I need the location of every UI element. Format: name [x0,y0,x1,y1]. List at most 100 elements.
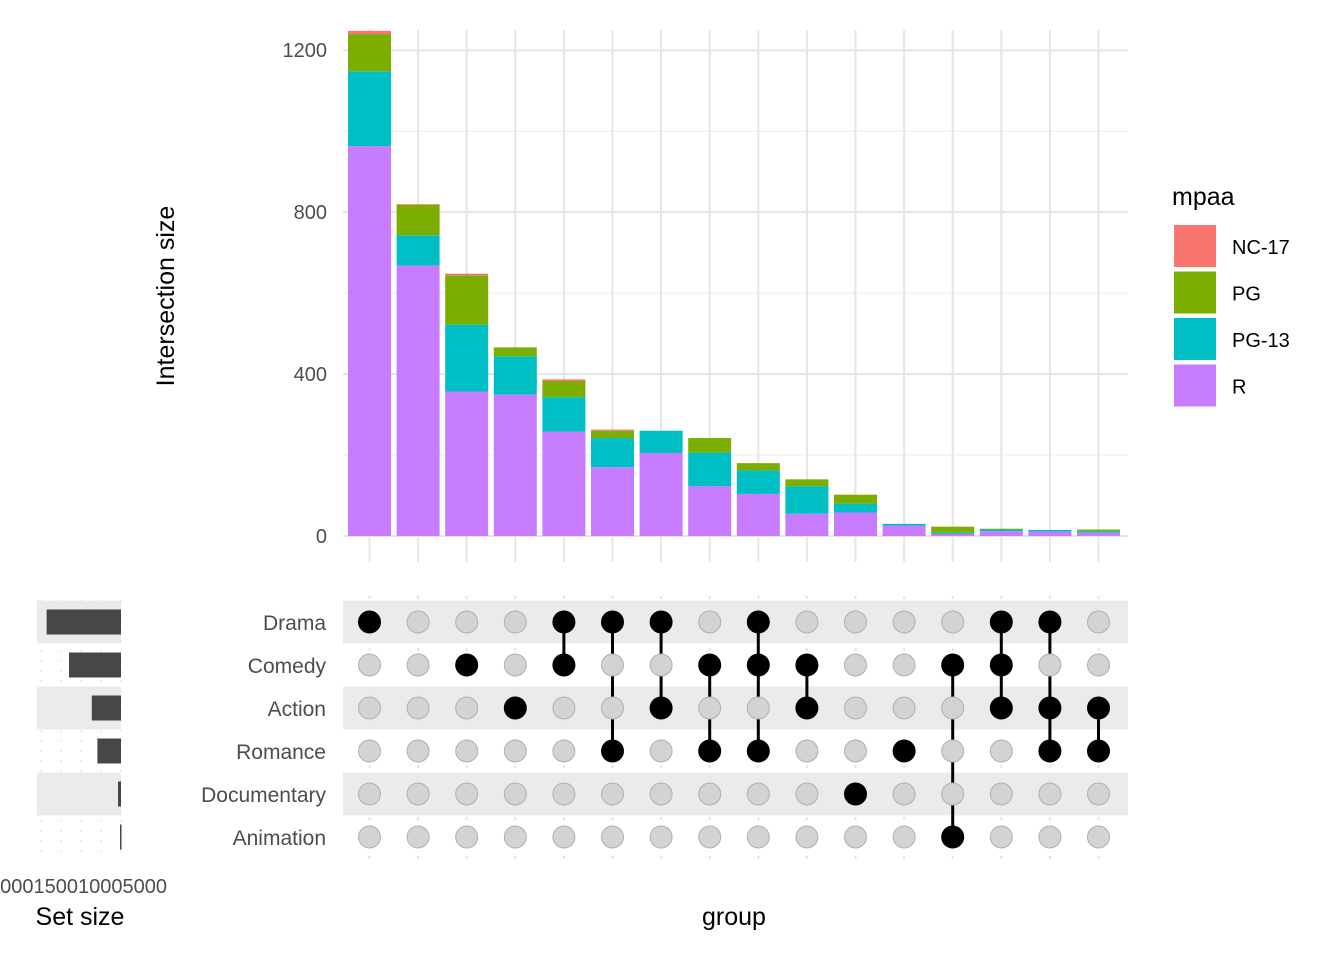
set-size-bar [91,695,121,721]
y-tick-label: 800 [294,202,327,224]
bar-segment-pg-13 [591,438,634,468]
matrix-dot-filled [649,696,673,720]
matrix-dot-empty [406,782,430,806]
matrix-dot-empty [1038,825,1062,849]
matrix-dot-filled [746,653,770,677]
matrix-dot-empty [503,653,527,677]
matrix-dot-filled [892,739,916,763]
matrix-dot-filled [1087,696,1110,720]
matrix-dot-empty [1087,610,1110,634]
bar-segment-pg-13 [688,452,732,487]
legend-key [1174,364,1216,407]
matrix-dot-empty [698,610,722,634]
set-label: Animation [233,827,326,850]
matrix-dot-empty [455,825,479,849]
matrix-dot-empty [649,653,673,677]
bar-segment-r [1028,531,1072,536]
bar-segment-pg-13 [396,235,440,266]
matrix-dot-empty [989,739,1013,763]
matrix-dot-filled [1038,610,1062,634]
matrix-dot-empty [455,739,479,763]
matrix-dot-empty [746,782,770,806]
set-size-bar [46,609,121,635]
matrix-dot-empty [844,825,867,849]
bar-segment-r [1077,532,1120,536]
matrix-dot-filled [358,610,381,634]
set-size-bar [120,824,122,850]
matrix-dot-empty [1038,653,1062,677]
bar-segment-pg [834,494,877,504]
set-label: Comedy [248,655,327,678]
matrix-dot-empty [601,653,624,677]
bar-segment-nc-17 [591,429,634,431]
bar-segment-pg [785,479,829,487]
matrix-dot-filled [649,610,673,634]
matrix-dot-filled [1038,739,1062,763]
matrix-dot-empty [892,610,916,634]
matrix-dot-empty [358,696,381,720]
legend-label: PG-13 [1232,330,1290,352]
bar-segment-r [591,467,634,536]
bar-segment-r [348,146,391,536]
matrix-dot-empty [552,739,576,763]
matrix-dot-filled [1038,696,1062,720]
matrix-dot-empty [455,610,479,634]
bar-segment-pg-13 [493,356,537,395]
matrix-dot-filled [844,782,867,806]
matrix-dot-filled [989,653,1013,677]
matrix-dot-empty [503,739,527,763]
matrix-dot-empty [844,696,867,720]
matrix-dot-empty [649,739,673,763]
matrix-dot-empty [1087,825,1110,849]
matrix-dot-empty [844,653,867,677]
matrix-dot-filled [795,696,819,720]
set-size-tick-labels: 2000150010005000 [0,876,167,898]
matrix-dot-empty [358,653,381,677]
matrix-dot-empty [941,696,965,720]
legend: mpaa NC-17 PG PG-13 R [1172,183,1290,407]
matrix-dot-empty [358,782,381,806]
set-size-axis-title: Set size [36,903,125,931]
bar-segment-r [688,486,732,536]
matrix-dot-empty [503,782,527,806]
stacked-bars [348,30,1120,536]
y-axis-tick-labels: 0 400 800 1200 [283,40,328,548]
bar-segment-pg-13 [736,470,780,494]
y-axis-title: Intersection size [152,206,180,387]
y-tick-label: 400 [294,364,327,386]
matrix-dot-empty [795,739,819,763]
set-size-panel [37,600,122,858]
matrix-dot-empty [406,825,430,849]
bar-segment-pg-13 [1028,529,1072,532]
matrix-dot-filled [698,653,722,677]
bar-segment-pg-13 [445,324,489,392]
matrix-dot-filled [989,696,1013,720]
bar-segment-r [493,394,537,536]
matrix-dot-empty [892,782,916,806]
matrix-dot-empty [406,696,430,720]
matrix-dot-empty [746,825,770,849]
bar-segment-pg-13 [882,523,926,526]
bar-segment-nc-17 [445,273,489,276]
matrix-dot-filled [989,610,1013,634]
matrix-dot-empty [941,739,965,763]
matrix-dot-empty [552,782,576,806]
matrix-dot-empty [795,825,819,849]
bar-segment-pg-13 [542,397,586,432]
set-label: Romance [236,741,326,764]
matrix-dot-empty [892,653,916,677]
bar-segment-nc-17 [348,30,391,35]
matrix-dot-filled [552,610,576,634]
bar-segment-pg-13 [639,430,683,454]
matrix-dot-empty [552,825,576,849]
bar-segment-pg [348,34,391,72]
matrix-dot-empty [406,610,430,634]
bar-segment-pg [493,347,537,357]
matrix-dot-filled [552,653,576,677]
bar-segment-r [882,525,926,536]
legend-label: PG [1232,284,1261,306]
bar-segment-pg-13 [348,71,391,147]
bar-segment-r [445,391,489,536]
bar-segment-r [639,453,683,536]
